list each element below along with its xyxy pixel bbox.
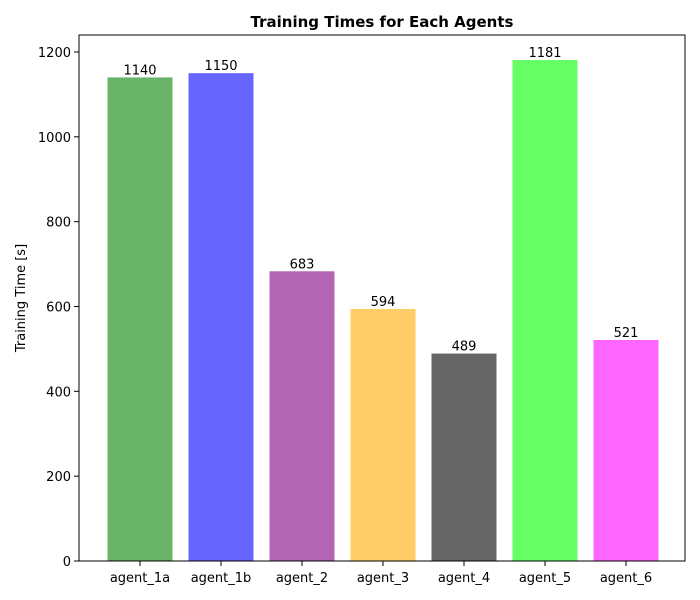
bar-agent-1b xyxy=(188,73,254,561)
y-tick-label-800: 800 xyxy=(46,216,71,231)
x-tick-label-agent-4: agent_4 xyxy=(438,571,490,586)
x-tick-label-agent-5: agent_5 xyxy=(519,571,571,586)
bar-agent-3 xyxy=(350,309,416,561)
data-label-agent-6: 521 xyxy=(614,326,639,341)
y-axis-label: Training Time [s] xyxy=(14,244,29,353)
data-label-agent-4: 489 xyxy=(452,340,477,355)
chart-title: Training Times for Each Agents xyxy=(251,13,514,31)
data-label-agent-3: 594 xyxy=(371,295,396,310)
bar-agent-6 xyxy=(593,339,659,561)
y-tick-label-400: 400 xyxy=(46,385,71,400)
x-tick-label-agent-3: agent_3 xyxy=(357,571,409,586)
bar-agent-1a xyxy=(107,77,173,561)
y-tick-label-600: 600 xyxy=(46,300,71,315)
y-tick-label-200: 200 xyxy=(46,470,71,485)
y-tick-label-1000: 1000 xyxy=(38,131,71,146)
bar-agent-2 xyxy=(269,271,335,561)
x-tick-label-agent-6: agent_6 xyxy=(600,571,652,586)
data-label-agent-2: 683 xyxy=(290,257,315,272)
x-tick-label-agent-1b: agent_1b xyxy=(191,571,252,586)
data-label-agent-5: 1181 xyxy=(528,46,561,61)
data-label-agent-1b: 1150 xyxy=(204,59,237,74)
bar-agent-5 xyxy=(512,60,578,562)
ticks-group: agent_1a agent_1b agent_2 agent_3 agent_4 age… xyxy=(38,46,652,586)
plot-frame xyxy=(78,34,686,562)
bar-agent-4 xyxy=(431,353,497,561)
data-label-agent-1a: 1140 xyxy=(123,63,156,78)
y-tick-label-0: 0 xyxy=(63,555,71,570)
y-tick-label-1200: 1200 xyxy=(38,46,71,61)
x-tick-label-agent-2: agent_2 xyxy=(276,571,328,586)
bars-group: 1140 1150 683 594 489 1181 521 xyxy=(107,46,659,562)
x-tick-label-agent-1a: agent_1a xyxy=(110,571,170,586)
